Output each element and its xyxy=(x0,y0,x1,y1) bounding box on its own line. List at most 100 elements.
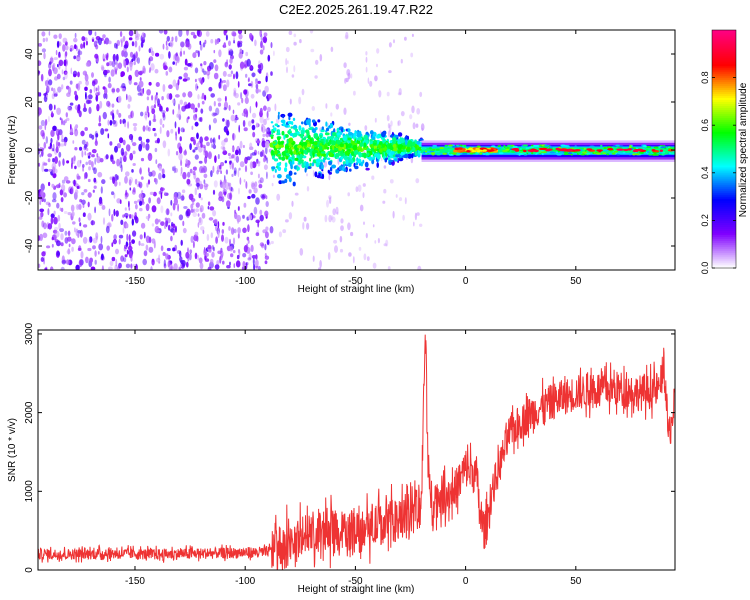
heatmap-noise-cell xyxy=(397,120,400,127)
heatmap-noise-cell xyxy=(272,174,275,178)
heatmap-noise-cell xyxy=(251,193,256,199)
heatmap-noise-cell xyxy=(119,31,123,37)
heatmap-noise-cell xyxy=(204,136,209,142)
heatmap-onset-cell xyxy=(325,127,330,132)
heatmap-noise-cell xyxy=(39,200,42,205)
heatmap-noise-cell xyxy=(265,75,268,83)
colorbar-strip xyxy=(712,127,736,130)
spectrogram-x-tick-label: -150 xyxy=(125,276,145,287)
heatmap-signal-cell xyxy=(435,148,440,151)
heatmap-noise-cell xyxy=(365,66,368,73)
heatmap-noise-cell xyxy=(38,125,43,130)
colorbar-strip xyxy=(712,152,736,156)
heatmap-noise-cell xyxy=(200,142,203,148)
heatmap-noise-cell xyxy=(133,61,136,66)
heatmap-noise-cell xyxy=(238,187,240,195)
heatmap-onset-cell xyxy=(287,120,292,125)
heatmap-noise-cell xyxy=(190,203,194,209)
heatmap-signal-cell xyxy=(618,145,624,148)
colorbar-strip xyxy=(712,220,736,223)
heatmap-noise-cell xyxy=(237,42,243,48)
heatmap-noise-cell xyxy=(232,146,234,152)
heatmap-noise-cell xyxy=(48,31,51,36)
heatmap-noise-cell xyxy=(143,231,146,239)
heatmap-noise-cell xyxy=(59,228,64,233)
heatmap-noise-cell xyxy=(41,164,45,173)
heatmap-signal-cell xyxy=(479,152,483,155)
heatmap-noise-cell xyxy=(205,31,210,37)
heatmap-noise-cell xyxy=(227,73,232,77)
colorbar-strip xyxy=(712,125,736,128)
heatmap-noise-cell xyxy=(237,169,240,178)
heatmap-noise-cell xyxy=(95,133,99,138)
heatmap-noise-cell xyxy=(195,208,200,213)
heatmap-noise-cell xyxy=(218,49,222,58)
heatmap-noise-cell xyxy=(128,207,131,211)
heatmap-noise-cell xyxy=(371,175,375,180)
heatmap-noise-cell xyxy=(88,166,91,171)
heatmap-noise-cell xyxy=(164,191,166,196)
heatmap-noise-cell xyxy=(77,230,81,234)
heatmap-signal-cell xyxy=(622,151,626,154)
heatmap-signal-cell xyxy=(512,145,518,148)
heatmap-noise-cell xyxy=(138,181,143,189)
heatmap-onset-cell xyxy=(270,136,274,139)
heatmap-noise-cell xyxy=(77,204,82,210)
heatmap-noise-cell xyxy=(365,232,368,239)
heatmap-noise-cell xyxy=(84,143,88,149)
heatmap-noise-cell xyxy=(131,169,134,173)
heatmap-noise-cell xyxy=(151,170,156,177)
heatmap-noise-cell xyxy=(238,51,243,59)
heatmap-noise-cell xyxy=(57,53,61,59)
heatmap-noise-cell xyxy=(177,109,181,117)
heatmap-onset-cell xyxy=(321,168,324,172)
heatmap-onset-cell xyxy=(302,141,308,146)
heatmap-noise-cell xyxy=(172,61,175,65)
heatmap-noise-cell xyxy=(172,247,176,252)
heatmap-noise-cell xyxy=(213,117,217,124)
heatmap-signal-cell xyxy=(600,144,603,147)
heatmap-onset-cell xyxy=(306,144,311,147)
heatmap-noise-cell xyxy=(73,155,76,162)
heatmap-onset-cell xyxy=(277,111,280,115)
heatmap-noise-cell xyxy=(397,92,402,96)
heatmap-noise-cell xyxy=(161,168,165,175)
colorbar-strip xyxy=(712,252,736,255)
heatmap-noise-cell xyxy=(81,36,86,42)
heatmap-noise-cell xyxy=(417,265,422,270)
heatmap-noise-cell xyxy=(208,105,213,112)
heatmap-noise-cell xyxy=(213,49,216,54)
colorbar-strip xyxy=(712,87,736,91)
heatmap-noise-cell xyxy=(226,265,231,269)
heatmap-signal-cell xyxy=(611,152,616,155)
heatmap-peak-cell xyxy=(457,149,461,153)
colorbar-strip xyxy=(712,147,736,150)
heatmap-noise-cell xyxy=(223,188,226,197)
heatmap-noise-cell xyxy=(218,81,223,89)
heatmap-noise-cell xyxy=(98,243,104,251)
heatmap-noise-cell xyxy=(398,88,402,95)
heatmap-noise-cell xyxy=(256,122,258,128)
heatmap-noise-cell xyxy=(72,221,76,225)
heatmap-noise-cell xyxy=(383,165,387,169)
heatmap-noise-cell xyxy=(96,156,101,164)
heatmap-noise-cell xyxy=(50,137,53,144)
heatmap-signal-cell xyxy=(595,152,602,155)
heatmap-noise-cell xyxy=(62,44,66,52)
heatmap-signal-cell xyxy=(533,151,537,154)
heatmap-noise-cell xyxy=(330,215,334,221)
heatmap-signal-cell xyxy=(469,152,474,155)
heatmap-signal-cell xyxy=(589,145,595,148)
heatmap-noise-cell xyxy=(112,112,115,121)
heatmap-noise-cell xyxy=(59,117,62,121)
heatmap-noise-cell xyxy=(85,61,91,67)
heatmap-noise-cell xyxy=(74,94,79,101)
colorbar-strip xyxy=(712,230,736,233)
heatmap-noise-cell xyxy=(152,118,157,123)
heatmap-noise-cell xyxy=(138,80,144,88)
heatmap-noise-cell xyxy=(239,48,243,54)
heatmap-noise-cell xyxy=(345,31,349,39)
heatmap-noise-cell xyxy=(53,216,58,225)
heatmap-noise-cell xyxy=(247,224,250,233)
heatmap-onset-cell xyxy=(376,134,380,139)
